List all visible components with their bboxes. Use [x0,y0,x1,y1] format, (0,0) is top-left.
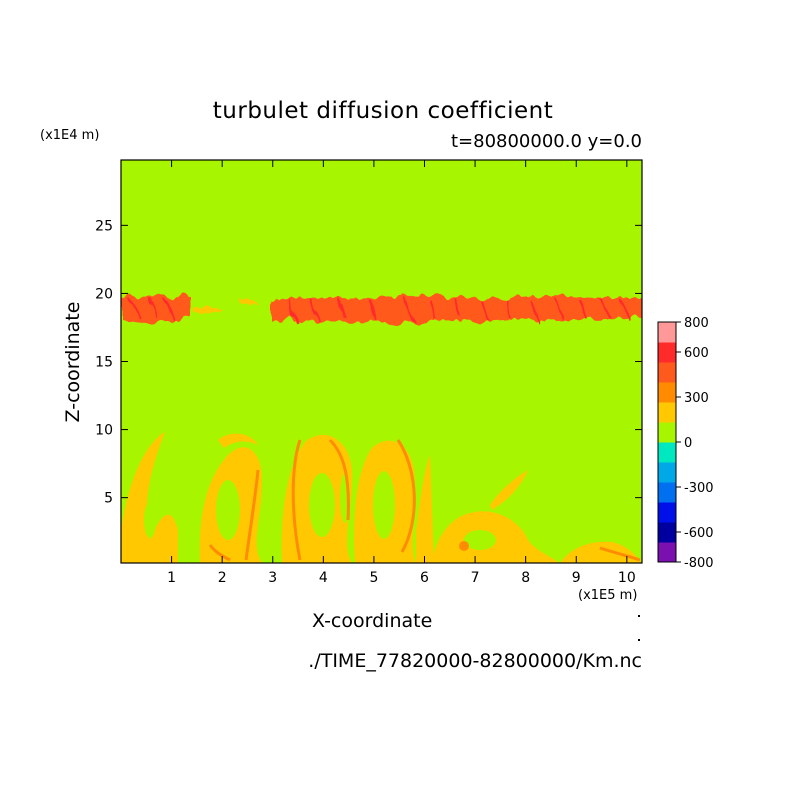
colorbar-label: 600 [684,346,709,361]
eddy-spot [459,541,469,551]
x-tick-label: 2 [218,570,227,586]
file-path-label: ./TIME_77820000-82800000/Km.nc [308,650,642,672]
y-axis-ticks: 5 10 15 20 25 [95,218,642,507]
colorbar-band [658,542,676,563]
x-tick-label: 8 [521,570,530,586]
colorbar-band [658,442,676,463]
mark-dot [638,615,640,617]
x-tick-label: 9 [572,570,581,586]
x-tick-label: 3 [268,570,277,586]
y-tick-label: 25 [95,218,113,234]
colorbar-band [658,342,676,363]
colorbar-band [658,322,676,343]
colorbar-label: 0 [684,436,692,451]
x-tick-label: 6 [420,570,429,586]
y-tick-label: 5 [104,491,113,507]
upper-turbulent-layer [121,295,642,324]
colorbar-band [658,462,676,483]
x-tick-label: 4 [319,570,328,586]
x-axis-ticks: 1 2 3 4 5 6 7 8 9 10 [167,160,636,586]
mark-dot [638,639,640,641]
colorbar-band [658,482,676,503]
colorbar-label: -300 [684,481,714,496]
chart-subtitle: t=80800000.0 y=0.0 [450,131,642,152]
colorbar-band [658,382,676,403]
x-tick-label: 10 [618,570,636,586]
colorbar-label: 300 [684,391,709,406]
colorbar: 800 600 300 0 -300 -600 -800 [657,316,714,571]
x-tick-label: 5 [369,570,378,586]
upper-layer-streaks [129,297,631,323]
chart-title: turbulet diffusion coefficient [212,98,554,124]
colorbar-label: -600 [684,526,714,541]
colorbar-band [658,502,676,523]
colorbar-band [658,522,676,543]
x-tick-label: 7 [471,570,480,586]
z-unit-label: (x1E4 m) [40,128,100,143]
y-tick-label: 10 [95,423,113,439]
x-axis-label: X-coordinate [312,610,433,632]
x-tick-label: 1 [167,570,176,586]
x-unit-label: (x1E5 m) [578,588,638,603]
y-tick-label: 15 [95,355,113,371]
colorbar-band [658,362,676,383]
y-tick-label: 20 [95,286,113,302]
eddy-streaks [208,438,641,562]
colorbar-label: 800 [684,316,709,331]
colorbar-band [658,422,676,443]
colorbar-label: -800 [684,556,714,571]
colorbar-band [658,402,676,423]
eddy-cores [144,471,496,550]
